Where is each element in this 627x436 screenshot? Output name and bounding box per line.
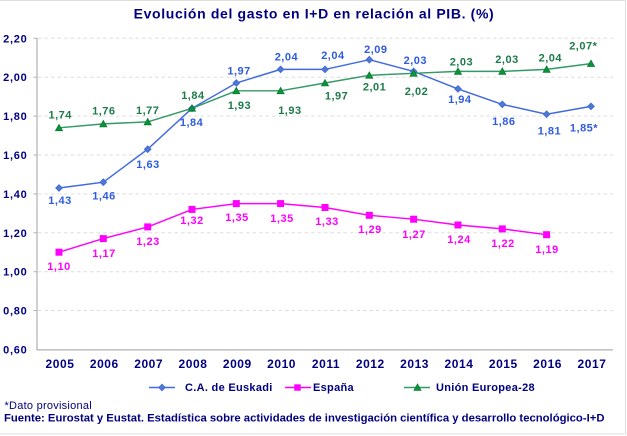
svg-text:1,84: 1,84	[180, 117, 204, 129]
svg-text:0,80: 0,80	[3, 306, 27, 318]
svg-text:2016: 2016	[533, 357, 562, 371]
svg-text:1,86: 1,86	[492, 116, 515, 128]
svg-text:1,97: 1,97	[227, 66, 250, 78]
svg-text:1,29: 1,29	[358, 224, 381, 236]
svg-text:1,81: 1,81	[538, 126, 561, 138]
svg-text:1,19: 1,19	[535, 244, 558, 256]
svg-text:1,80: 1,80	[3, 111, 27, 123]
svg-text:1,60: 1,60	[3, 150, 27, 162]
svg-text:1,76: 1,76	[92, 105, 115, 117]
svg-text:0,60: 0,60	[3, 344, 27, 356]
svg-text:2017: 2017	[578, 357, 607, 371]
svg-text:Evolución del gasto en I+D en: Evolución del gasto en I+D en relación a…	[134, 6, 495, 22]
svg-text:2008: 2008	[179, 357, 208, 371]
svg-text:1,35: 1,35	[270, 213, 293, 225]
svg-text:2,09: 2,09	[364, 44, 387, 56]
svg-text:2006: 2006	[90, 357, 119, 371]
svg-text:2015: 2015	[489, 357, 518, 371]
svg-text:2,04: 2,04	[275, 52, 299, 64]
svg-text:1,22: 1,22	[491, 238, 514, 250]
svg-text:España: España	[313, 382, 355, 394]
svg-text:2013: 2013	[400, 357, 429, 371]
svg-text:1,20: 1,20	[3, 228, 27, 240]
svg-text:1,17: 1,17	[92, 248, 115, 260]
svg-text:2014: 2014	[445, 357, 474, 371]
svg-text:2,03: 2,03	[404, 55, 427, 67]
svg-text:2005: 2005	[46, 357, 75, 371]
svg-text:1,32: 1,32	[180, 215, 203, 227]
svg-text:2,04: 2,04	[539, 52, 563, 64]
svg-text:1,97: 1,97	[325, 90, 348, 102]
svg-text:Unión Europea-28: Unión Europea-28	[436, 382, 535, 394]
svg-text:1,94: 1,94	[448, 94, 472, 106]
svg-text:1,23: 1,23	[136, 236, 159, 248]
svg-text:2,20: 2,20	[3, 33, 27, 45]
svg-text:2,00: 2,00	[3, 72, 27, 84]
svg-text:Fuente: Eurostat y Eustat. Est: Fuente: Eurostat y Eustat. Estadística s…	[4, 413, 604, 425]
svg-text:1,93: 1,93	[228, 100, 251, 112]
svg-text:1,84: 1,84	[181, 90, 205, 102]
svg-text:1,85*: 1,85*	[570, 122, 598, 134]
svg-text:2,02: 2,02	[405, 86, 428, 98]
svg-text:1,77: 1,77	[136, 105, 159, 117]
svg-text:1,24: 1,24	[447, 234, 471, 246]
svg-text:1,00: 1,00	[3, 267, 27, 279]
svg-text:2009: 2009	[223, 357, 252, 371]
svg-text:1,35: 1,35	[225, 212, 248, 224]
svg-text:*Dato provisional: *Dato provisional	[5, 400, 92, 412]
svg-text:2,03: 2,03	[450, 56, 473, 68]
svg-text:1,40: 1,40	[3, 189, 27, 201]
svg-text:1,27: 1,27	[402, 229, 425, 241]
svg-text:1,33: 1,33	[315, 216, 338, 228]
svg-text:1,10: 1,10	[47, 261, 70, 273]
svg-text:1,74: 1,74	[48, 109, 72, 121]
svg-text:2010: 2010	[267, 357, 296, 371]
svg-text:2007: 2007	[134, 357, 163, 371]
svg-text:2,07*: 2,07*	[569, 40, 597, 52]
svg-text:1,93: 1,93	[278, 105, 301, 117]
svg-text:2011: 2011	[312, 357, 340, 371]
svg-text:2,01: 2,01	[363, 81, 386, 93]
svg-text:C.A. de Euskadi: C.A. de Euskadi	[185, 382, 273, 394]
svg-text:2,04: 2,04	[321, 50, 345, 62]
svg-text:2,03: 2,03	[495, 54, 518, 66]
svg-text:2012: 2012	[356, 357, 385, 371]
svg-text:1,43: 1,43	[48, 195, 71, 207]
svg-text:1,46: 1,46	[92, 190, 115, 202]
svg-text:1,63: 1,63	[136, 159, 159, 171]
